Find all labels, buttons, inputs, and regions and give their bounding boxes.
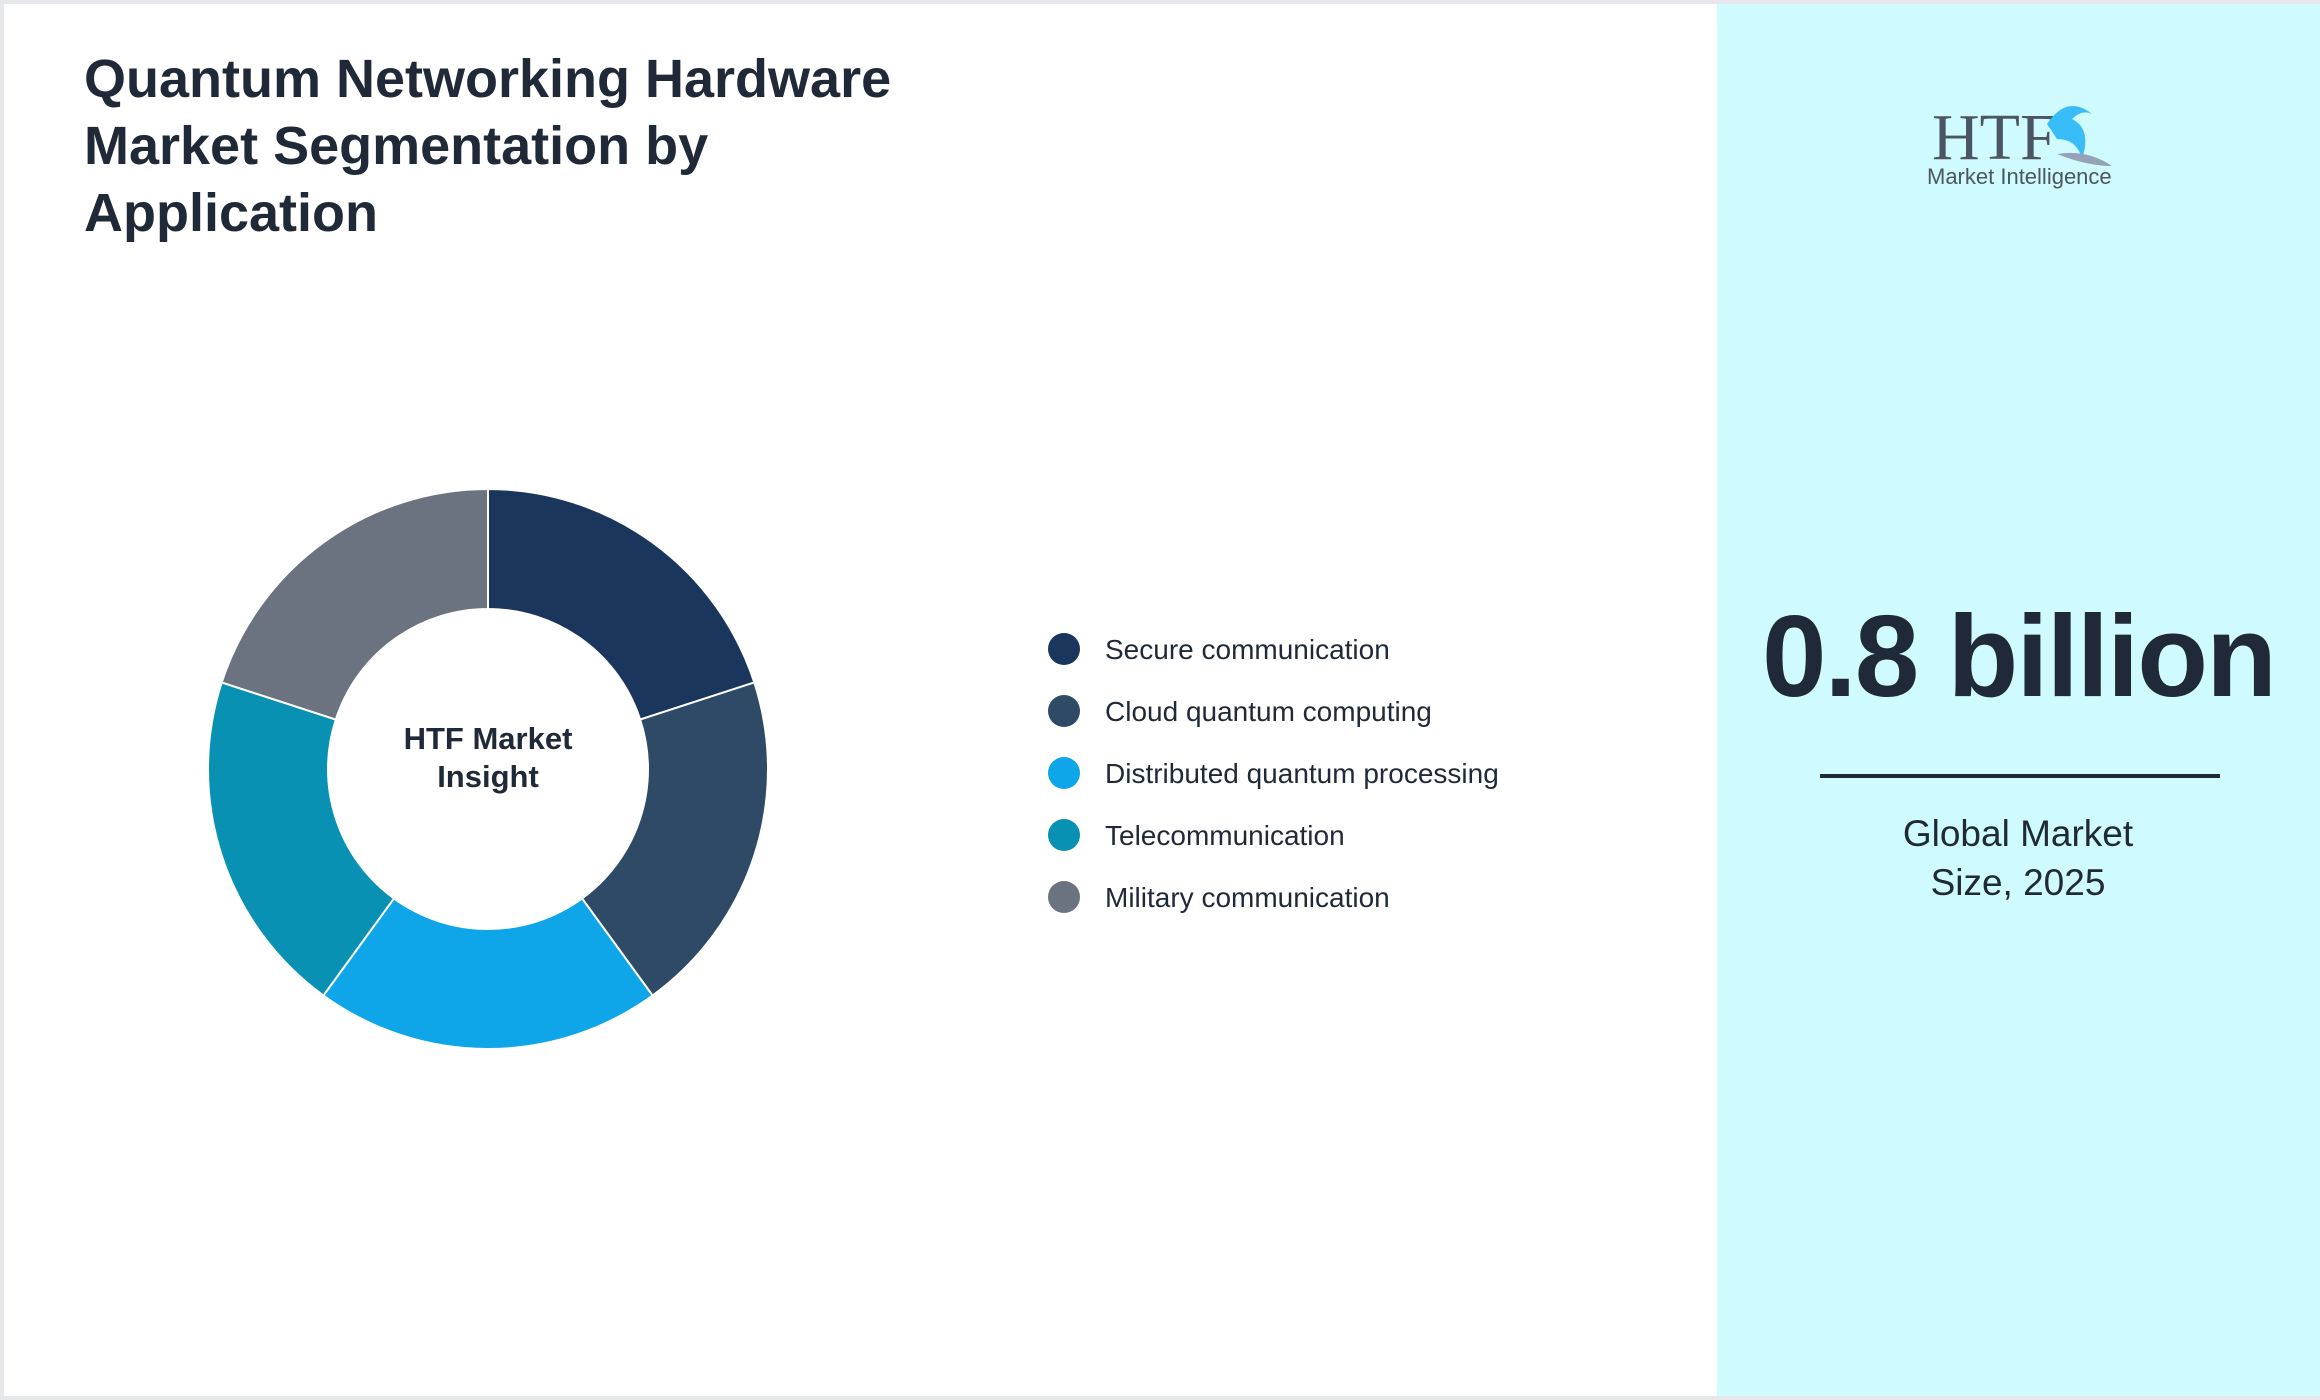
donut-segment: [322, 897, 654, 1051]
legend-marker: [1048, 881, 1080, 913]
logo-text: HTF: [1932, 101, 2057, 174]
donut-segment: [580, 681, 769, 997]
chart-title: Quantum Networking Hardware Market Segme…: [84, 49, 892, 243]
legend-label: Military communication: [1105, 882, 1390, 913]
legend-marker: [1048, 633, 1080, 665]
divider: [1820, 774, 2220, 778]
market-size-caption: Global Market Size, 2025: [1902, 813, 2134, 903]
logo-icon: [2047, 106, 2092, 159]
donut-segment: [487, 487, 756, 721]
donut-segment: [207, 681, 396, 997]
donut-segment: [220, 487, 489, 721]
center-label: HTF Market Insight: [404, 721, 573, 794]
legend-marker: [1048, 695, 1080, 727]
logo-subtext: Market Intelligence: [1927, 164, 2112, 189]
legend-label: Telecommunication: [1105, 820, 1345, 851]
legend-label: Distributed quantum processing: [1105, 758, 1499, 789]
legend-label: Secure communication: [1105, 634, 1390, 665]
legend-marker: [1048, 819, 1080, 851]
legend-marker: [1048, 757, 1080, 789]
summary-panel: HTF Market Intelligence 0.8 billion Glob…: [1717, 4, 2320, 1396]
market-size: 0.8 billion: [1762, 591, 2277, 721]
legend-label: Cloud quantum computing: [1105, 696, 1432, 727]
logo: HTF Market Intelligence: [1927, 101, 2112, 189]
logo-icon: [2057, 152, 2112, 166]
chart: HTF Market Insight Secure communication Cl…: [207, 487, 1499, 1051]
